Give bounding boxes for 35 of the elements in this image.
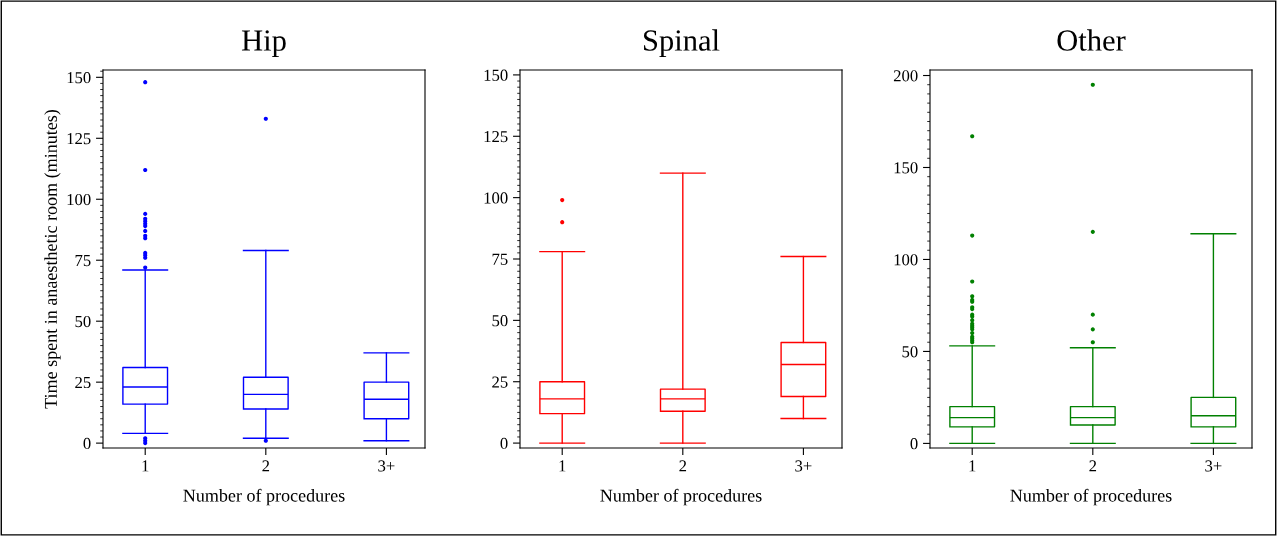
y-tick-label: 50	[902, 346, 918, 358]
y-tick-label: 150	[67, 72, 91, 84]
y-tick-label: 0	[910, 438, 918, 450]
chart-title: Hip	[241, 30, 286, 58]
x-axis-title: Number of procedures	[183, 488, 345, 506]
y-axis-title: Time spent in anaesthetic room (minutes)	[44, 109, 61, 409]
x-tick-label: 2	[262, 460, 270, 472]
y-tick-label: 150	[894, 162, 918, 174]
chart-title: Other	[1057, 29, 1126, 51]
x-tick-label: 3+	[1205, 460, 1222, 472]
y-tick-label: 25	[492, 376, 508, 388]
x-tick-label: 1	[559, 460, 566, 472]
x-tick-label: 3+	[378, 460, 395, 472]
y-tick-label: 125	[484, 131, 508, 143]
y-tick-label: 200	[893, 70, 918, 82]
y-tick-label: 100	[484, 192, 508, 204]
y-tick-label: 75	[492, 253, 508, 265]
x-axis-title: Number of procedures	[600, 488, 762, 506]
y-tick-label: 25	[75, 376, 91, 389]
y-tick-label: 50	[75, 315, 91, 328]
chart-title: Spinal	[644, 29, 720, 58]
x-tick-label: 1	[969, 460, 976, 472]
x-axis-title: Number of procedures	[1010, 488, 1172, 506]
x-tick-label: 1	[142, 460, 149, 472]
y-tick-label: 150	[484, 69, 508, 81]
y-tick-label: 0	[500, 437, 508, 450]
y-tick-label: 0	[83, 437, 91, 450]
y-tick-label: 100	[67, 193, 91, 206]
y-tick-label: 50	[492, 315, 508, 327]
y-tick-label: 125	[67, 133, 91, 145]
y-tick-label: 100	[894, 254, 918, 266]
x-tick-label: 2	[1089, 460, 1097, 472]
x-tick-label: 3+	[795, 460, 812, 472]
x-tick-label: 2	[679, 460, 687, 472]
y-tick-label: 75	[75, 255, 91, 267]
